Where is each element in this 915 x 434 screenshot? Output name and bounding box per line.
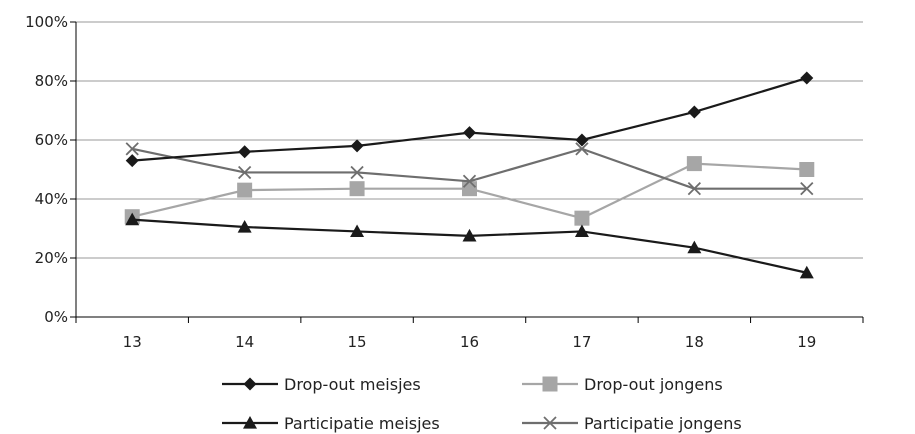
x-tick-label: 19 <box>797 333 816 351</box>
legend-marker <box>243 377 257 391</box>
series-participatie-jongens <box>125 142 814 196</box>
data-point <box>349 181 365 197</box>
data-point <box>800 71 814 85</box>
series-drop-out-jongens <box>124 156 815 226</box>
series-group <box>124 71 815 279</box>
x-tick-label: 14 <box>235 333 254 351</box>
data-point <box>687 240 702 254</box>
legend-item: Drop-out jongens <box>522 375 723 394</box>
data-point <box>125 212 140 226</box>
data-point <box>799 162 815 177</box>
series-line <box>132 76 808 162</box>
series-drop-out-meisjes <box>125 71 814 168</box>
legend: Drop-out meisjes Drop-out jongens Particip… <box>222 375 742 433</box>
data-point <box>575 142 589 156</box>
data-point <box>686 156 702 172</box>
data-point <box>238 145 252 159</box>
data-point <box>575 133 589 147</box>
legend-label: Drop-out jongens <box>584 375 723 394</box>
x-tick-label: 17 <box>572 333 591 351</box>
legend-label: Participatie jongens <box>584 414 742 433</box>
data-point <box>125 154 139 168</box>
data-point <box>462 228 477 242</box>
marker-stroke <box>687 182 701 196</box>
data-point <box>462 181 477 197</box>
marker-stroke <box>350 165 364 180</box>
data-point <box>237 220 252 233</box>
data-point <box>462 174 477 188</box>
series-line <box>132 218 808 274</box>
data-point <box>237 182 253 198</box>
y-tick-label: 0% <box>44 308 68 326</box>
x-tick-label: 16 <box>460 333 479 351</box>
legend-item: Participatie jongens <box>522 414 742 433</box>
gridlines <box>76 21 863 318</box>
marker-stroke <box>575 142 589 156</box>
x-tick-label: 13 <box>123 333 142 351</box>
marker-stroke <box>800 182 814 196</box>
marker-stroke <box>543 416 557 430</box>
marker-stroke <box>125 142 139 156</box>
marker-stroke <box>238 165 252 180</box>
legend-label: Participatie meisjes <box>284 414 440 433</box>
legend-label: Drop-out meisjes <box>284 375 421 394</box>
legend-item: Drop-out meisjes <box>222 375 421 394</box>
data-point <box>125 142 139 156</box>
y-tick-label: 20% <box>35 249 68 267</box>
data-point <box>463 126 476 140</box>
data-point <box>350 139 364 153</box>
y-axis-ticks: 0% 20% 40% 60% 80% 100% <box>25 13 76 326</box>
data-point <box>350 224 365 238</box>
data-point <box>574 224 589 238</box>
legend-marker <box>243 416 257 429</box>
x-tick-label: 18 <box>685 333 704 351</box>
legend-marker <box>543 416 557 430</box>
marker-stroke <box>462 174 477 188</box>
y-tick-label: 40% <box>35 190 68 208</box>
x-tick-label: 15 <box>348 333 367 351</box>
legend-item: Participatie meisjes <box>222 414 440 433</box>
data-point <box>574 210 590 226</box>
x-axis: 13 14 15 16 17 18 19 <box>75 22 864 351</box>
legend-marker <box>542 376 558 392</box>
data-point <box>687 105 701 119</box>
y-tick-label: 100% <box>25 13 68 31</box>
data-point <box>800 182 814 196</box>
data-point <box>238 165 252 180</box>
data-point <box>687 182 701 196</box>
data-point <box>350 165 364 180</box>
y-tick-label: 60% <box>35 131 68 149</box>
series-participatie-meisjes <box>125 212 814 279</box>
y-tick-label: 80% <box>35 72 68 90</box>
data-point <box>799 265 814 279</box>
